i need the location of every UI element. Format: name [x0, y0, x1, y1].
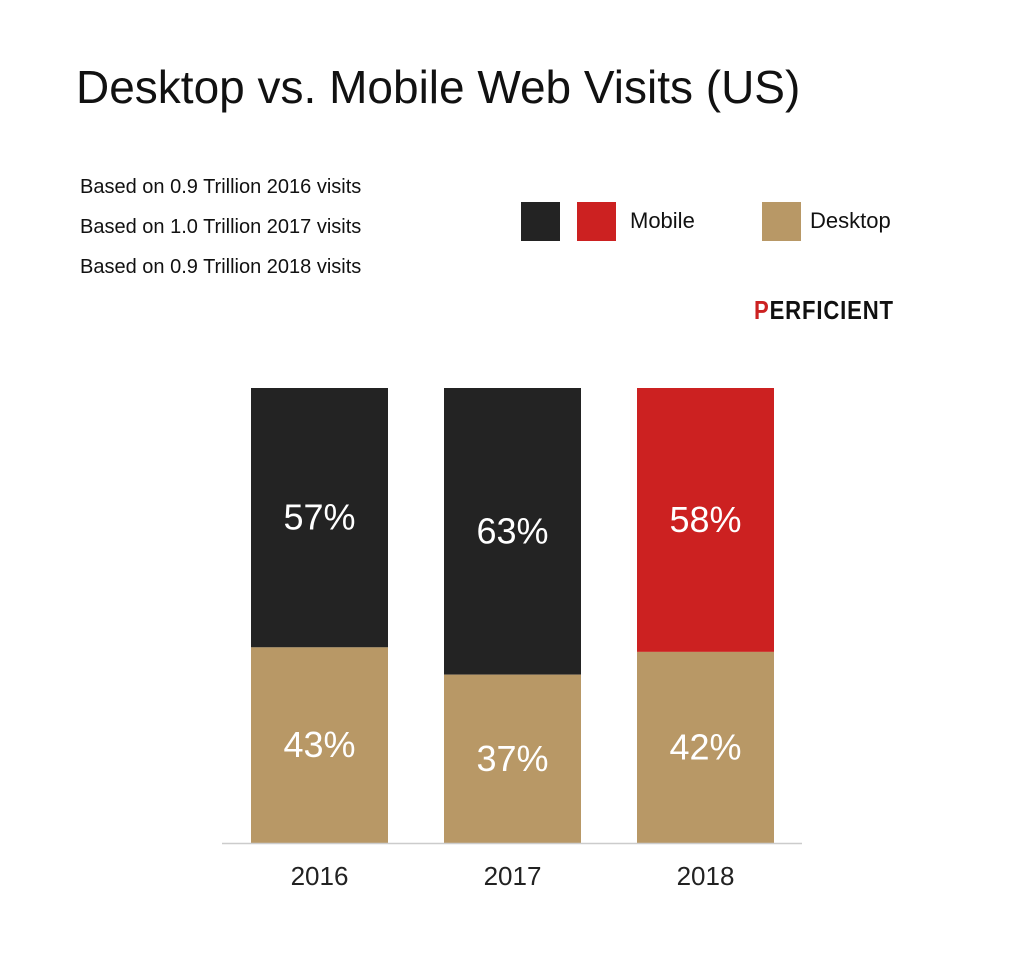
label-desktop-2017: 37% — [476, 738, 548, 779]
note-2016: Based on 0.9 Trillion 2016 visits — [80, 176, 362, 198]
label-desktop-2016: 43% — [283, 724, 355, 765]
x-tick-2016: 2016 — [291, 861, 349, 891]
bar-mobile-2017 — [444, 388, 581, 675]
legend-label-mobile: Mobile — [630, 208, 695, 233]
legend-label-desktop: Desktop — [810, 208, 891, 233]
legend-swatch-desktop — [762, 202, 801, 241]
label-mobile-2016: 57% — [283, 497, 355, 538]
note-2017: Based on 1.0 Trillion 2017 visits — [80, 216, 362, 238]
bar-desktop-2016 — [251, 647, 388, 843]
legend-swatch-black — [521, 202, 560, 241]
chart-title: Desktop vs. Mobile Web Visits (US) — [76, 61, 801, 113]
label-mobile-2017: 63% — [476, 510, 548, 551]
bar-desktop-2017 — [444, 674, 581, 843]
legend-swatch-mobile — [577, 202, 616, 241]
x-tick-2017: 2017 — [484, 861, 542, 891]
bar-mobile-2018 — [637, 388, 774, 652]
bar-mobile-2016 — [251, 388, 388, 648]
bar-desktop-2018 — [637, 651, 774, 843]
label-desktop-2018: 42% — [669, 726, 741, 767]
label-mobile-2018: 58% — [669, 499, 741, 540]
perficient-logo: PERFICIENT — [754, 295, 894, 325]
x-tick-2018: 2018 — [677, 861, 735, 891]
note-2018: Based on 0.9 Trillion 2018 visits — [80, 256, 362, 278]
